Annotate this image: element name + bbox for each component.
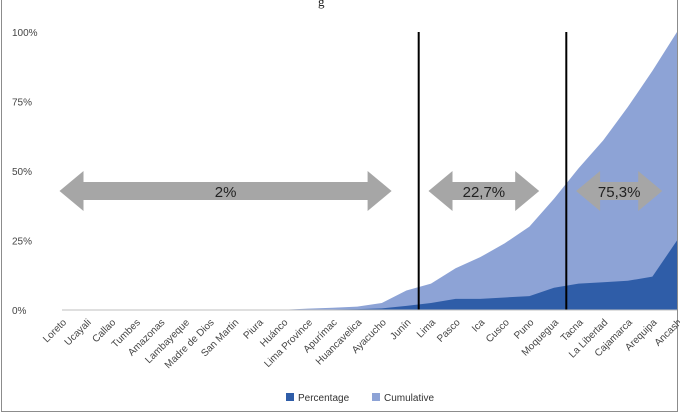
segment-label: 22,7%	[463, 184, 506, 201]
segment-arrow	[59, 171, 392, 211]
segment-label: 75,3%	[598, 184, 641, 201]
x-tick-label: Ica	[470, 317, 488, 335]
x-tick-label: Ucayali	[63, 317, 94, 348]
segment-label: 2%	[215, 184, 237, 201]
legend-swatch	[286, 393, 294, 401]
series-area-cumulative	[62, 32, 677, 310]
legend-label: Cumulative	[384, 393, 434, 404]
series-area-percentage	[62, 240, 677, 310]
y-tick-label: 25%	[12, 237, 32, 248]
legend-label: Percentage	[298, 393, 350, 404]
y-tick-label: 50%	[12, 167, 32, 178]
x-tick-label: Pasco	[435, 317, 463, 345]
y-tick-label: 100%	[12, 28, 38, 39]
y-tick-label: 75%	[12, 98, 32, 109]
legend-swatch	[372, 393, 380, 401]
x-tick-label: Cusco	[484, 317, 512, 345]
segment-arrow	[428, 171, 540, 211]
x-tick-label: Ancash	[653, 317, 680, 348]
y-tick-label: 0%	[12, 306, 27, 317]
x-tick-label: Junín	[388, 317, 413, 342]
figure-title-fragment: g	[318, 0, 325, 9]
segment-arrow	[576, 171, 663, 211]
